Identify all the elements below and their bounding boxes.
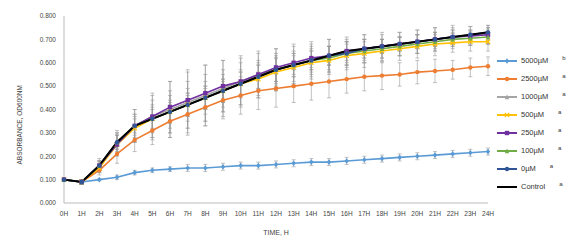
- svg-text:7H: 7H: [184, 210, 193, 217]
- svg-text:13H: 13H: [288, 210, 300, 217]
- html-text:500µM: 500µM: [521, 110, 545, 119]
- svg-text:20H: 20H: [411, 210, 423, 217]
- svg-text:10H: 10H: [235, 210, 247, 217]
- svg-text:0.600: 0.600: [40, 59, 57, 66]
- html-text:1000µM: 1000µM: [521, 92, 549, 101]
- svg-text:17H: 17H: [358, 210, 370, 217]
- svg-text:5H: 5H: [148, 210, 157, 217]
- html-text:a: a: [558, 144, 562, 151]
- svg-text:22H: 22H: [447, 210, 459, 217]
- svg-text:23H: 23H: [464, 210, 476, 217]
- svg-text:11H: 11H: [253, 210, 265, 217]
- html-text:Control: Control: [521, 182, 546, 191]
- svg-text:1H: 1H: [78, 210, 87, 217]
- svg-text:TIME, H: TIME, H: [263, 229, 289, 236]
- svg-text:0.100: 0.100: [40, 176, 57, 183]
- svg-text:0.500: 0.500: [40, 82, 57, 89]
- svg-text:16H: 16H: [341, 210, 353, 217]
- svg-text:8H: 8H: [201, 210, 210, 217]
- html-text:a: a: [549, 162, 554, 169]
- svg-text:12H: 12H: [270, 210, 282, 217]
- svg-text:4H: 4H: [131, 210, 140, 217]
- svg-text:0H: 0H: [60, 210, 69, 217]
- svg-text:2H: 2H: [95, 210, 104, 217]
- svg-text:21H: 21H: [429, 210, 441, 217]
- svg-text:19H: 19H: [394, 210, 406, 217]
- html-text:100µM: 100µM: [521, 146, 545, 155]
- svg-text:0.000: 0.000: [40, 199, 57, 206]
- svg-text:ABSORBANCE, OD600NM: ABSORBANCE, OD600NM: [16, 85, 23, 164]
- svg-text:0.400: 0.400: [40, 106, 57, 113]
- svg-text:0.800: 0.800: [40, 12, 57, 19]
- html-text:250µM: 250µM: [521, 128, 545, 137]
- html-text:2500µM: 2500µM: [521, 74, 549, 83]
- html-text:b: b: [562, 54, 566, 61]
- svg-text:0.700: 0.700: [40, 36, 57, 43]
- html-text:a: a: [562, 72, 566, 79]
- svg-text:18H: 18H: [376, 210, 388, 217]
- html-text:a: a: [559, 180, 563, 187]
- html-text:a: a: [562, 90, 566, 97]
- html-text:5000µM: 5000µM: [521, 56, 549, 65]
- svg-text:6H: 6H: [166, 210, 175, 217]
- html-text:0µM: 0µM: [521, 164, 536, 173]
- svg-text:14H: 14H: [305, 210, 317, 217]
- svg-text:0.200: 0.200: [40, 153, 57, 160]
- svg-text:0.300: 0.300: [40, 129, 57, 136]
- html-text:a: a: [558, 108, 562, 115]
- svg-text:3H: 3H: [113, 210, 122, 217]
- svg-text:24H: 24H: [482, 210, 494, 217]
- svg-text:15H: 15H: [323, 210, 335, 217]
- svg-text:9H: 9H: [219, 210, 228, 217]
- html-text:a: a: [558, 126, 562, 133]
